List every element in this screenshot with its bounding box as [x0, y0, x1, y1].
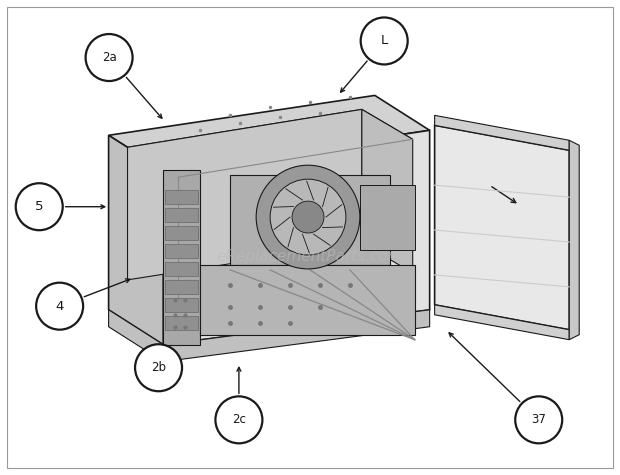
- Polygon shape: [166, 262, 198, 276]
- Polygon shape: [166, 226, 198, 240]
- Circle shape: [270, 179, 346, 255]
- Polygon shape: [108, 95, 430, 170]
- Polygon shape: [166, 190, 198, 204]
- Polygon shape: [362, 109, 413, 273]
- Circle shape: [86, 34, 133, 81]
- Polygon shape: [128, 109, 413, 177]
- Polygon shape: [166, 244, 198, 258]
- Circle shape: [361, 18, 408, 65]
- Polygon shape: [569, 140, 579, 340]
- Polygon shape: [166, 316, 198, 330]
- Polygon shape: [128, 109, 362, 280]
- Polygon shape: [108, 310, 430, 361]
- Polygon shape: [166, 298, 198, 312]
- Text: 37: 37: [531, 413, 546, 427]
- Text: 2c: 2c: [232, 413, 246, 427]
- Circle shape: [256, 165, 360, 269]
- Polygon shape: [164, 170, 200, 345]
- Polygon shape: [360, 185, 415, 250]
- Circle shape: [292, 201, 324, 233]
- Polygon shape: [108, 135, 164, 345]
- Text: 4: 4: [55, 300, 64, 313]
- Text: L: L: [381, 35, 388, 48]
- Circle shape: [36, 283, 83, 330]
- Polygon shape: [230, 175, 390, 265]
- Circle shape: [16, 183, 63, 230]
- Polygon shape: [435, 305, 569, 340]
- Polygon shape: [164, 130, 430, 345]
- Circle shape: [135, 344, 182, 391]
- Circle shape: [215, 396, 262, 443]
- Polygon shape: [166, 280, 198, 294]
- Polygon shape: [200, 265, 415, 335]
- Polygon shape: [166, 208, 198, 222]
- Polygon shape: [435, 115, 569, 150]
- Text: 2b: 2b: [151, 361, 166, 374]
- Polygon shape: [435, 125, 569, 330]
- Circle shape: [515, 396, 562, 443]
- Text: 2a: 2a: [102, 51, 117, 64]
- Text: eReplacementParts.com: eReplacementParts.com: [216, 249, 404, 264]
- Text: 5: 5: [35, 200, 43, 213]
